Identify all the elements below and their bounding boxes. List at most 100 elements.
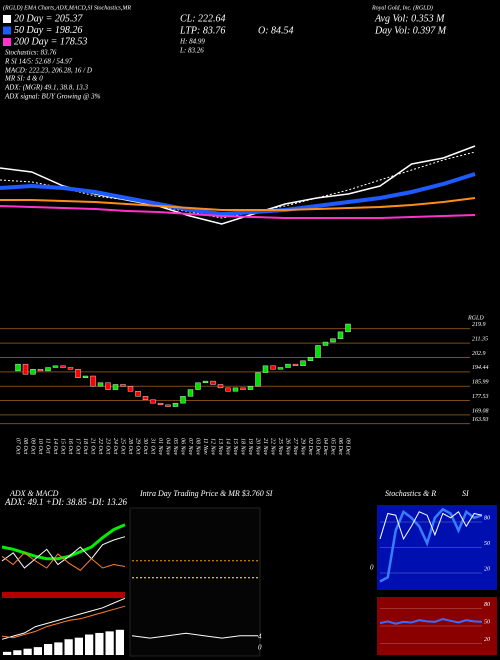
y-tick-label: 211.35 — [472, 337, 488, 343]
intraday-frame — [129, 507, 261, 657]
y-tick-label: 202.9 — [472, 351, 486, 357]
histogram-bar — [64, 639, 73, 655]
y-tick-label: 194.44 — [472, 364, 489, 371]
x-tick-label: 26 Nov — [285, 438, 291, 456]
y-tick-label: 163.93 — [472, 417, 489, 423]
chart-title: RGLD — [467, 315, 484, 321]
candle — [172, 402, 179, 407]
x-tick-label: 10 Oct — [37, 438, 43, 454]
candle — [195, 382, 201, 390]
y-tick-label: 169.08 — [472, 408, 489, 414]
candle — [322, 341, 329, 346]
x-tick-label: 21 Oct — [90, 438, 96, 454]
y-tick-label: 80 — [484, 602, 490, 608]
x-tick-label: 21 Nov — [262, 438, 268, 456]
annotation: 4 — [258, 633, 262, 641]
x-tick-label: 16 Oct — [67, 438, 73, 454]
stat: CL: 222.64 — [180, 13, 226, 24]
chart-title: ADX & MACD — [9, 489, 59, 498]
candle — [37, 369, 44, 372]
series-line — [0, 197, 476, 211]
candle — [292, 363, 299, 367]
x-tick-label: 19 Nov — [247, 438, 253, 456]
candle — [285, 363, 291, 368]
histogram-bar — [23, 648, 32, 655]
x-tick-label: 05 Dec — [330, 438, 336, 455]
candle — [180, 396, 186, 404]
x-tick-label: 09 Dec — [345, 438, 351, 455]
header-strip: (RGLD) EMA Charts,ADX,MACD,SI Stochastic… — [3, 4, 131, 11]
candle — [240, 387, 246, 390]
stat: Avg Vol: 0.353 M — [374, 13, 445, 24]
candle — [270, 365, 276, 370]
candle — [277, 367, 284, 370]
x-tick-label: 18 Nov — [240, 438, 246, 456]
candle — [247, 385, 254, 390]
candle — [337, 331, 344, 339]
series-line — [1, 536, 126, 569]
x-tick-label: 30 Oct — [142, 437, 148, 454]
histogram-bar — [3, 651, 12, 655]
series-line — [0, 205, 476, 219]
x-tick-label: 25 Nov — [277, 438, 283, 456]
series-line — [1, 523, 126, 561]
histogram-bar — [95, 632, 104, 655]
series-line — [379, 507, 483, 583]
x-tick-label: 07 Nov — [187, 438, 193, 456]
legend-label: 20 Day = 205.37 — [14, 13, 83, 24]
series-line — [1, 605, 126, 639]
info-line: MR SI: 4 & 0 — [4, 75, 43, 83]
candle — [135, 391, 141, 397]
x-tick-label: 01 Nov — [157, 438, 163, 456]
stat: O: 84.54 — [258, 25, 294, 36]
candle — [75, 369, 81, 378]
x-tick-label: 29 Nov — [300, 438, 306, 456]
candle — [142, 396, 149, 400]
candle — [202, 380, 209, 383]
histogram-bar — [54, 642, 63, 655]
y-tick-label: 20 — [484, 637, 490, 643]
histogram-bar — [115, 629, 124, 655]
chart-title: Stochastics & R — [385, 489, 436, 498]
candle — [60, 365, 66, 368]
candle — [127, 385, 134, 392]
info-line: ADX signal: BUY Growing @ 3% — [4, 93, 101, 101]
company-name: Royal Gold, Inc. (RGLD) — [371, 4, 433, 11]
x-tick-label: 07 Oct — [15, 438, 21, 454]
x-tick-label: 27 Nov — [292, 438, 298, 456]
legend-swatch — [3, 26, 11, 35]
x-tick-label: 09 Oct — [30, 438, 36, 454]
x-tick-label: 06 Dec — [337, 438, 343, 455]
x-tick-label: 15 Oct — [60, 438, 66, 454]
series-line — [131, 632, 258, 639]
stat: L: 83.26 — [179, 47, 204, 55]
x-tick-label: 28 Oct — [127, 438, 133, 454]
y-tick-label: 50 — [484, 541, 490, 547]
candle — [217, 384, 224, 389]
x-tick-label: 14 Oct — [52, 438, 59, 454]
histogram-bar — [13, 650, 22, 655]
x-tick-label: 24 Oct — [112, 438, 119, 454]
x-tick-label: 23 Oct — [105, 438, 111, 454]
chart-title: Intra Day Trading Price & MR $3.760 SI — [139, 489, 273, 498]
series-line — [379, 617, 483, 625]
candle — [210, 380, 216, 385]
x-tick-label: 04 Nov — [165, 438, 172, 456]
stat: Day Vol: 0.397 M — [374, 25, 447, 36]
candle — [45, 367, 51, 372]
candle — [52, 365, 59, 368]
x-tick-label: 20 Nov — [255, 438, 261, 456]
candle — [165, 404, 171, 407]
legend-swatch — [3, 15, 11, 23]
annotation: 0 — [370, 564, 374, 572]
candle — [15, 363, 21, 372]
stat: LTP: 83.76 — [179, 25, 225, 36]
candle — [97, 382, 104, 387]
x-tick-label: 29 Oct — [135, 438, 141, 454]
candle — [225, 387, 231, 392]
macd-strip — [2, 592, 125, 598]
y-tick-label: 185.99 — [472, 380, 489, 386]
x-tick-label: 22 Oct — [97, 438, 103, 454]
x-tick-label: 18 Oct — [82, 438, 88, 454]
